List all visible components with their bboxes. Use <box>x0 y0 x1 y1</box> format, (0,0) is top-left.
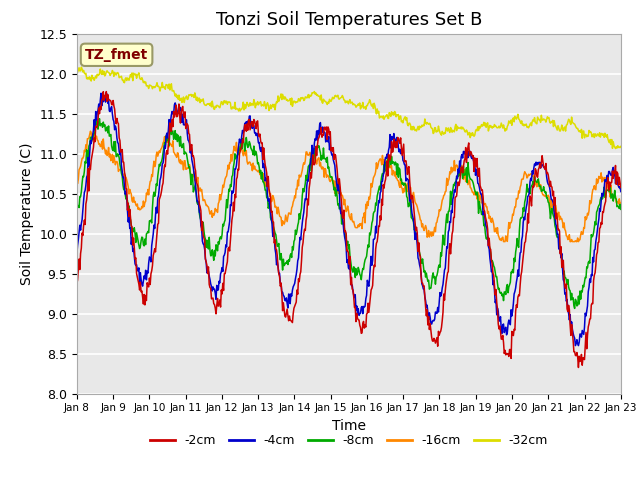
-16cm <box>73 177 81 183</box>
-2cm <box>195 192 202 197</box>
-16cm <box>223 168 231 174</box>
-2cm <box>73 281 81 287</box>
-16cm <box>195 186 202 192</box>
-32cm <box>140 80 147 85</box>
-4cm <box>97 90 105 96</box>
-8cm <box>416 250 424 255</box>
-32cm <box>195 96 202 101</box>
-16cm <box>500 239 508 244</box>
-32cm <box>73 69 81 74</box>
-4cm <box>223 229 231 235</box>
-16cm <box>83 146 90 152</box>
-8cm <box>95 116 103 121</box>
-16cm <box>617 200 625 206</box>
-2cm <box>102 89 110 95</box>
-32cm <box>77 64 85 70</box>
-4cm <box>73 252 81 258</box>
-8cm <box>195 199 202 204</box>
Line: -16cm: -16cm <box>77 131 621 241</box>
-2cm <box>83 197 90 203</box>
Line: -4cm: -4cm <box>77 93 621 346</box>
-8cm <box>83 147 90 153</box>
-16cm <box>431 229 439 235</box>
-2cm <box>431 340 439 346</box>
-4cm <box>416 262 424 268</box>
-2cm <box>140 301 147 307</box>
-32cm <box>612 145 620 151</box>
-16cm <box>86 128 94 134</box>
Text: TZ_fmet: TZ_fmet <box>85 48 148 62</box>
-2cm <box>617 184 625 190</box>
-4cm <box>431 309 439 315</box>
-8cm <box>140 242 147 248</box>
-32cm <box>84 76 92 82</box>
-2cm <box>223 259 231 264</box>
Y-axis label: Soil Temperature (C): Soil Temperature (C) <box>20 143 34 285</box>
-8cm <box>571 306 579 312</box>
-8cm <box>73 208 81 214</box>
-4cm <box>617 189 625 194</box>
Legend: -2cm, -4cm, -8cm, -16cm, -32cm: -2cm, -4cm, -8cm, -16cm, -32cm <box>145 429 553 452</box>
-2cm <box>575 365 582 371</box>
Line: -8cm: -8cm <box>77 119 621 309</box>
-16cm <box>140 198 147 204</box>
-2cm <box>416 251 424 257</box>
X-axis label: Time: Time <box>332 419 366 433</box>
Title: Tonzi Soil Temperatures Set B: Tonzi Soil Temperatures Set B <box>216 11 482 29</box>
-8cm <box>431 281 439 287</box>
Line: -32cm: -32cm <box>77 67 621 148</box>
-4cm <box>572 343 579 348</box>
-4cm <box>83 174 90 180</box>
-32cm <box>431 125 439 131</box>
-4cm <box>140 278 147 284</box>
-32cm <box>223 101 231 107</box>
Line: -2cm: -2cm <box>77 92 621 368</box>
-4cm <box>195 203 202 208</box>
-16cm <box>416 213 424 218</box>
-32cm <box>416 123 424 129</box>
-8cm <box>617 206 625 212</box>
-8cm <box>223 205 231 211</box>
-32cm <box>617 144 625 149</box>
